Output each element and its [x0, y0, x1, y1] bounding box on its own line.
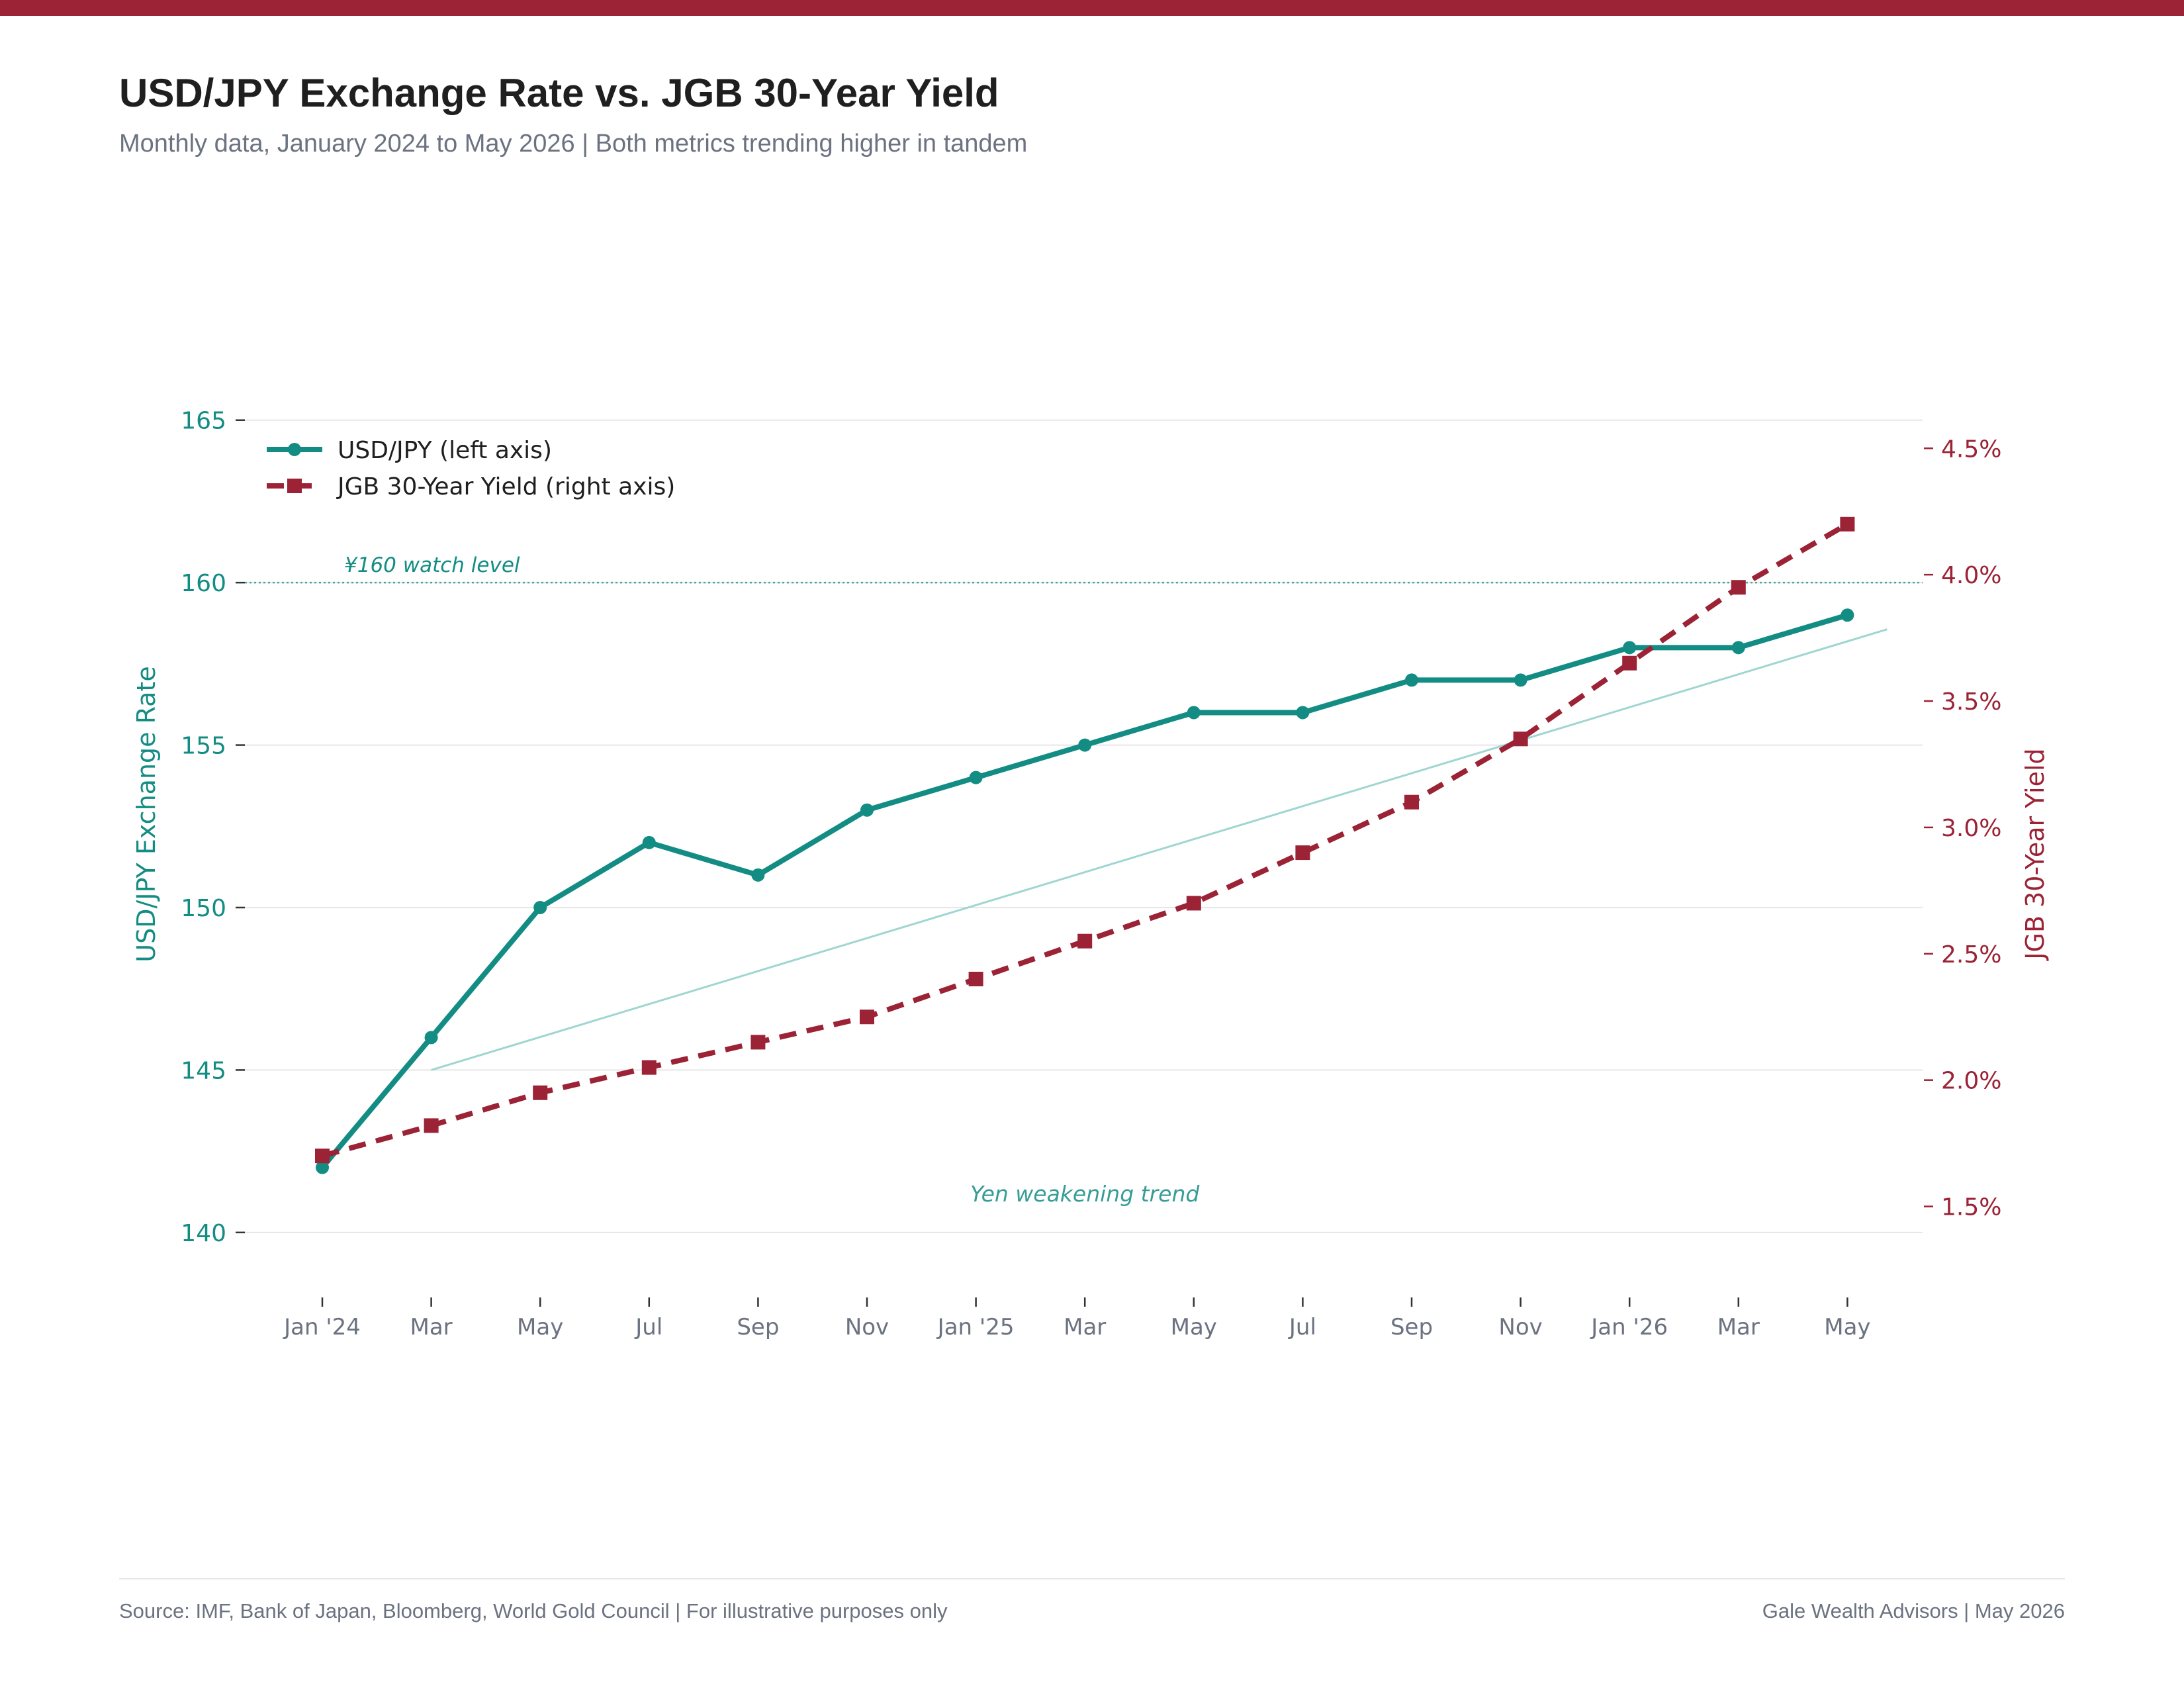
- right-axis: 1.5% 2.0% 2.5% 3.0% 3.5% 4.0% 4.5% JGB 30-Year …: [1924, 436, 2050, 1221]
- usdjpy-point: [533, 900, 547, 914]
- usdjpy-point: [1296, 706, 1310, 720]
- x-tick-label: Mar: [1064, 1314, 1106, 1340]
- usdjpy-point: [860, 803, 874, 817]
- usdjpy-point: [1731, 641, 1745, 655]
- left-tick-label: 165: [181, 408, 226, 435]
- x-tick-label: Sep: [737, 1314, 779, 1340]
- footer-source: Source: IMF, Bank of Japan, Bloomberg, W…: [119, 1599, 948, 1622]
- jgb-point: [1077, 933, 1093, 949]
- jgb-point: [1295, 845, 1310, 861]
- usdjpy-point: [1187, 706, 1201, 720]
- usdjpy-point: [751, 868, 765, 882]
- jgb-point: [860, 1009, 874, 1025]
- trend-layer: [431, 628, 1888, 1071]
- left-axis: 140 145 150 155 160 165 USD/JPY Exchange Rate: [132, 408, 245, 1247]
- right-tick-label: 1.5%: [1941, 1194, 2001, 1221]
- legend: USD/JPY (left axis) JGB 30-Year Yield (ri…: [267, 437, 675, 500]
- left-axis-title: USD/JPY Exchange Rate: [132, 666, 161, 962]
- grid-layer: [245, 419, 1923, 1233]
- jgb-point: [1186, 896, 1201, 911]
- x-tick-label: May: [1824, 1314, 1870, 1340]
- reference-layer: ¥160 watch level: [245, 553, 1923, 584]
- footer-divider: [119, 1578, 2065, 1579]
- jgb-point: [1731, 580, 1746, 595]
- legend-usdjpy-label: USD/JPY (left axis): [338, 437, 552, 464]
- usdjpy-point: [1514, 673, 1527, 687]
- left-tick-label: 160: [181, 570, 226, 597]
- x-tick-label: May: [1171, 1314, 1217, 1340]
- jgb-series-line: [321, 522, 1849, 1159]
- legend-jgb-label: JGB 30-Year Yield (right axis): [336, 473, 675, 500]
- x-tick-label: Nov: [845, 1314, 889, 1340]
- jgb-point: [1622, 655, 1637, 671]
- usdjpy-point: [316, 1160, 329, 1174]
- usdjpy-point: [424, 1031, 438, 1045]
- x-tick-label: Mar: [1717, 1314, 1760, 1340]
- legend-usdjpy-marker: [288, 443, 301, 456]
- trend-line: [431, 628, 1888, 1071]
- annotation-text: Yen weakening trend: [970, 1181, 1200, 1207]
- jgb-point: [315, 1149, 330, 1164]
- jgb-point: [533, 1085, 548, 1100]
- left-tick-label: 150: [181, 895, 226, 922]
- x-tick-label: Mar: [410, 1314, 453, 1340]
- usdjpy-point: [1078, 738, 1092, 752]
- chart-subtitle: Monthly data, January 2024 to May 2026 |…: [119, 130, 1028, 158]
- right-tick-label: 2.5%: [1941, 941, 2001, 968]
- top-accent-bar: [0, 0, 2184, 16]
- x-axis: Jan '24 Mar May Jul Sep Nov Jan '25 Mar May Jul Se…: [283, 1297, 1871, 1340]
- usdjpy-point: [1841, 608, 1854, 622]
- jgb-point: [1840, 516, 1855, 532]
- jgb-point: [641, 1060, 657, 1075]
- right-tick-label: 4.5%: [1941, 436, 2001, 463]
- jgb-point: [1513, 731, 1528, 747]
- x-tick-label: Jan '26: [1590, 1314, 1668, 1340]
- legend-jgb-marker: [287, 479, 302, 493]
- x-tick-label: Nov: [1498, 1314, 1542, 1340]
- left-tick-label: 155: [181, 733, 226, 760]
- right-tick-label: 3.5%: [1941, 688, 2001, 716]
- jgb-point: [424, 1118, 439, 1133]
- jgb-point: [968, 971, 983, 986]
- usdjpy-point: [642, 835, 656, 849]
- right-tick-label: 3.0%: [1941, 815, 2001, 842]
- usdjpy-series-line: [320, 612, 1850, 1170]
- usdjpy-point: [1623, 641, 1637, 655]
- right-axis-title: JGB 30-Year Yield: [2021, 748, 2050, 961]
- footer-credit: Gale Wealth Advisors | May 2026: [1762, 1599, 2065, 1622]
- x-tick-label: Jan '25: [936, 1314, 1015, 1340]
- left-tick-label: 145: [181, 1057, 226, 1084]
- jgb-point: [751, 1035, 766, 1050]
- series-layer: [315, 516, 1855, 1174]
- chart-title: USD/JPY Exchange Rate vs. JGB 30-Year Yi…: [119, 71, 999, 115]
- left-tick-label: 140: [181, 1220, 226, 1247]
- x-tick-label: Jul: [1288, 1314, 1316, 1340]
- right-tick-label: 4.0%: [1941, 562, 2001, 589]
- x-tick-label: Jan '24: [283, 1314, 361, 1340]
- x-tick-label: May: [517, 1314, 563, 1340]
- jgb-point: [1404, 794, 1419, 810]
- annotation-layer: Yen weakening trend: [970, 1181, 1200, 1207]
- x-tick-label: Jul: [634, 1314, 662, 1340]
- usdjpy-point: [1405, 673, 1418, 687]
- x-tick-label: Sep: [1390, 1314, 1433, 1340]
- reference-line-label: ¥160 watch level: [344, 553, 520, 577]
- right-tick-label: 2.0%: [1941, 1068, 2001, 1095]
- usdjpy-point: [969, 771, 983, 784]
